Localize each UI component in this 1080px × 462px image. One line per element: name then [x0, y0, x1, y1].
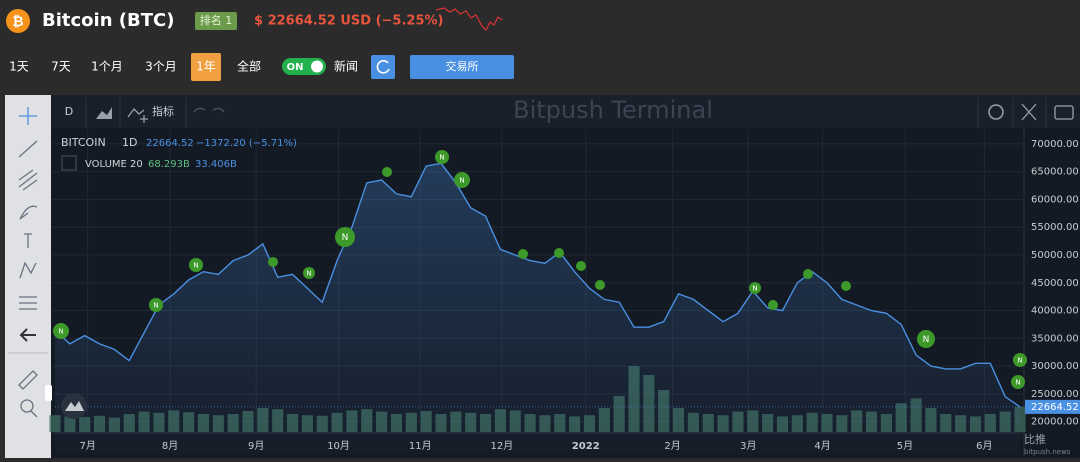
- toolbar-separators: [85, 97, 1047, 128]
- exchange-label: 交易所: [446, 59, 479, 73]
- price: $ 22664.52 USD (−5.25%): [254, 14, 443, 29]
- legend-volume-a: 68.293B: [148, 159, 190, 170]
- legend-last: 22664.52: [146, 138, 194, 149]
- news-marker-label: N: [193, 262, 198, 270]
- legend-volume: VOLUME 20: [85, 159, 143, 170]
- y-tick-label: 50000.00: [1031, 250, 1079, 261]
- refresh-icon: [376, 60, 390, 74]
- news-marker[interactable]: [149, 298, 163, 312]
- footer-site: bitpush.news: [1024, 448, 1071, 456]
- legend-volume-b: 33.406B: [195, 159, 237, 170]
- news-marker[interactable]: [749, 282, 761, 294]
- btc-icon: [6, 9, 30, 33]
- indicator-icon[interactable]: [127, 108, 148, 123]
- range-button[interactable]: 7天: [51, 60, 71, 74]
- news-marker[interactable]: [803, 269, 813, 279]
- news-marker-label: N: [306, 270, 311, 278]
- y-tick-label: 65000.00: [1031, 167, 1079, 178]
- news-marker-label: N: [1017, 357, 1022, 365]
- fullscreen-icon[interactable]: [1021, 103, 1037, 121]
- indicators[interactable]: 指标: [152, 104, 174, 118]
- collapse-handle[interactable]: [45, 385, 52, 401]
- logo-icon: [65, 401, 84, 411]
- chart-style-icon[interactable]: [96, 107, 112, 119]
- news-marker-label: N: [459, 177, 464, 185]
- legend-change: −1372.20 (−5.71%): [196, 138, 297, 149]
- btc-icon-glyph: ₿: [12, 14, 23, 30]
- news-marker[interactable]: [189, 258, 203, 272]
- news-marker[interactable]: [554, 248, 564, 258]
- camera-icon[interactable]: [1054, 105, 1074, 120]
- footer-brand: 比推: [1024, 432, 1046, 446]
- news-marker[interactable]: [518, 249, 528, 259]
- news-marker[interactable]: [454, 172, 470, 188]
- y-tick-label: 55000.00: [1031, 222, 1079, 233]
- news-markers: N N N N N N N N N N N: [53, 150, 1027, 389]
- news-marker[interactable]: [1013, 353, 1027, 367]
- news-marker-label: N: [439, 154, 444, 162]
- news-marker-label: N: [752, 285, 757, 293]
- toggle-label: ON: [287, 62, 304, 73]
- news-marker[interactable]: [917, 330, 935, 348]
- news-marker[interactable]: [335, 227, 355, 247]
- watermark: Bitpush Terminal: [513, 96, 713, 124]
- y-tick-label: 70000.00: [1031, 139, 1079, 150]
- news-marker[interactable]: [841, 281, 851, 291]
- legend-interval: 1D: [122, 136, 137, 149]
- news-marker[interactable]: [576, 261, 586, 271]
- news-marker-label: N: [1015, 379, 1020, 387]
- interval[interactable]: D: [65, 105, 73, 118]
- refresh-button[interactable]: [371, 55, 395, 79]
- y-tick-label: 40000.00: [1031, 306, 1079, 317]
- y-tick-label: 60000.00: [1031, 194, 1079, 205]
- news-marker[interactable]: [268, 257, 278, 267]
- y-tick-label: 35000.00: [1031, 333, 1079, 344]
- drawing-toolbar: [5, 95, 51, 458]
- drawing-tools: [18, 107, 38, 418]
- news-marker[interactable]: [53, 323, 69, 339]
- news-marker-label: N: [342, 233, 349, 243]
- range-button[interactable]: 全部: [237, 59, 261, 74]
- rank-badge: [195, 12, 237, 30]
- plot: 20000.00 25000.00 30000.00 35000.00 40000.00…: [49, 128, 1080, 458]
- news-marker[interactable]: [1011, 375, 1025, 389]
- news-marker-label: N: [58, 328, 63, 336]
- range-button[interactable]: 1年: [196, 60, 216, 74]
- news-marker[interactable]: [595, 280, 605, 290]
- sparkline: [435, 7, 503, 32]
- news-marker[interactable]: [768, 300, 778, 310]
- exchange-button[interactable]: [410, 55, 514, 79]
- title: Bitcoin (BTC): [42, 10, 174, 31]
- price-label: 22664.52: [1031, 402, 1079, 413]
- y-tick-label: 20000.00: [1031, 417, 1079, 428]
- undo-redo[interactable]: [193, 107, 225, 113]
- news-marker[interactable]: [382, 167, 392, 177]
- y-tick-label: 30000.00: [1031, 361, 1079, 372]
- news-label: 新闻: [334, 59, 358, 74]
- legend-collapse[interactable]: [61, 155, 77, 171]
- settings-icon[interactable]: [988, 104, 1004, 120]
- price-label-box: [1025, 399, 1080, 414]
- range-button[interactable]: 1个月: [91, 60, 123, 74]
- news-marker[interactable]: [303, 267, 315, 279]
- rank: 排名 1: [200, 13, 233, 27]
- range-button[interactable]: 3个月: [145, 60, 177, 74]
- range-selected[interactable]: [191, 53, 221, 81]
- price-area: [55, 163, 1020, 456]
- legend-symbol: BITCOIN: [61, 136, 106, 149]
- y-tick-label: 25000.00: [1031, 389, 1079, 400]
- price-line: [54, 162, 1021, 408]
- news-marker[interactable]: [435, 150, 449, 164]
- y-tick-label: 45000.00: [1031, 278, 1079, 289]
- news-marker-label: N: [153, 302, 158, 310]
- news-marker-label: N: [923, 335, 930, 345]
- range-button[interactable]: 1天: [9, 60, 29, 74]
- toggle-knob: [311, 60, 323, 73]
- range-group: 1天 7天 1个月 3个月 1年 全部: [9, 53, 261, 81]
